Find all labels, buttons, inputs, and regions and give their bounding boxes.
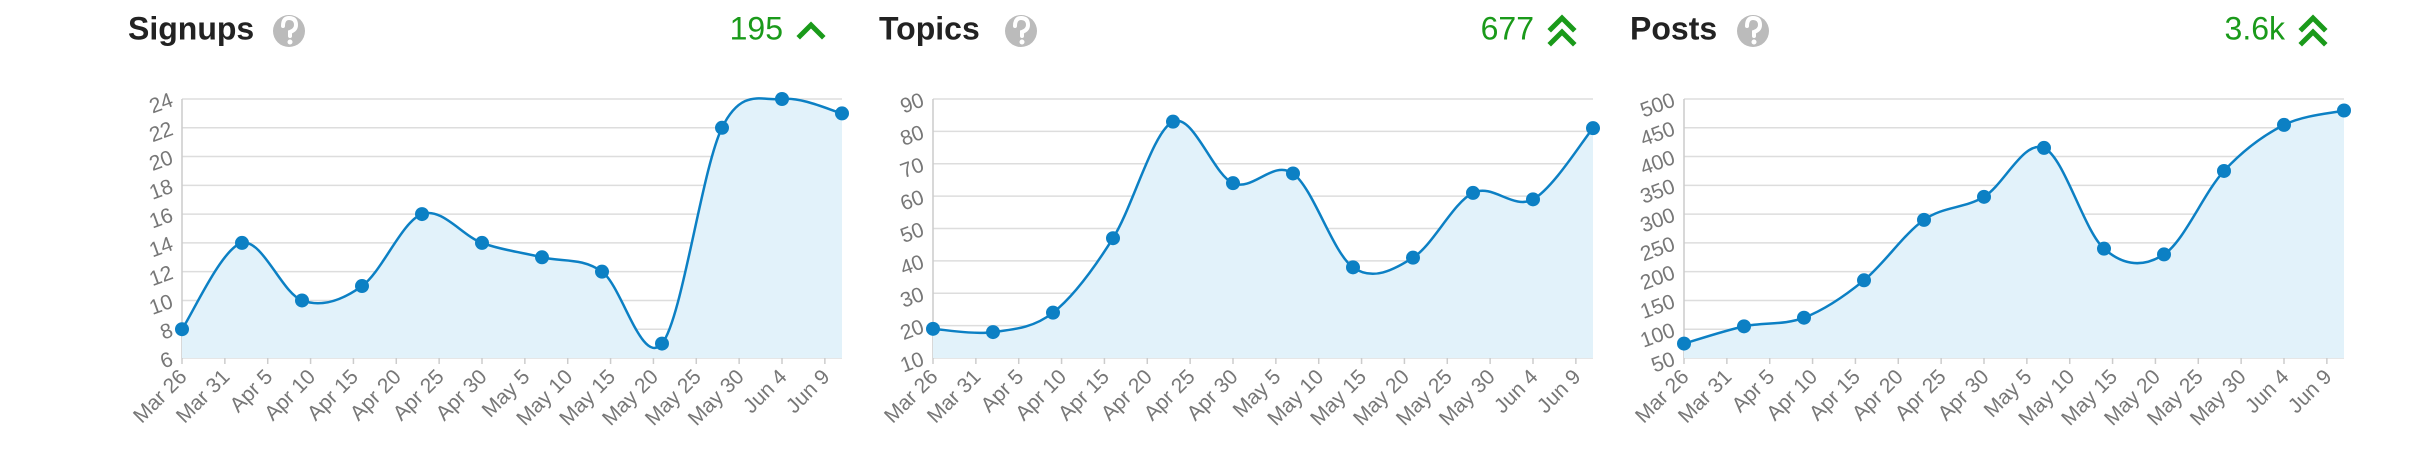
y-tick-label: 250 [1637,233,1678,267]
trend-icon [796,21,826,40]
point [535,250,549,265]
y-tick-label: 20 [146,146,176,176]
total-value: 195 [730,10,783,46]
x-tick-label: Jun 9 [2284,365,2337,418]
point [1677,336,1691,351]
chart-title: Posts [1630,10,1717,46]
point [1466,185,1480,200]
total-value: 3.6k [2225,10,2286,46]
trend-icon [1547,28,1577,47]
point [235,235,249,250]
y-tick-label: 70 [897,153,927,183]
x-tick-label: Jun 4 [739,365,792,418]
y-tick-label: 20 [897,315,927,345]
point [1406,250,1420,265]
area [1684,110,2344,358]
x-tick-label: Jun 9 [1533,365,1586,418]
point [415,207,429,222]
total-value: 677 [1481,10,1534,46]
help-dot [1751,39,1757,45]
point [1106,231,1120,246]
point [1797,310,1811,325]
point [1346,260,1360,275]
y-tick-label: 90 [897,89,927,119]
y-tick-label: 60 [897,186,927,216]
point [775,92,789,106]
y-tick-label: 18 [146,175,176,205]
help-mark [1745,15,1763,38]
point [295,293,309,308]
trend-icon [2298,14,2328,33]
area [933,120,1593,358]
y-tick-label: 16 [146,204,176,234]
point [595,264,609,279]
point [926,321,940,336]
y-tick-label: 500 [1637,89,1678,123]
point [835,106,849,121]
point [715,120,729,135]
y-tick-label: 40 [897,251,927,281]
y-tick-label: 400 [1637,146,1678,180]
point [1166,114,1180,129]
trend-icon [1547,14,1577,33]
point [2097,241,2111,256]
point [355,279,369,294]
help-dot [287,39,293,45]
posts-panel: Posts 3.6k50100150200250300350400450500Ma… [1630,10,2351,430]
chart-title: Topics [879,10,980,46]
y-tick-label: 150 [1637,290,1678,324]
y-tick-label: 350 [1637,175,1678,209]
y-tick-label: 12 [146,261,176,291]
point [1737,319,1751,334]
point [1286,166,1300,181]
y-tick-label: 8 [157,319,176,345]
point [1046,305,1060,320]
y-tick-label: 450 [1637,117,1678,151]
area [182,98,842,358]
point [1977,189,1991,204]
point [1857,273,1871,288]
y-tick-label: 100 [1637,319,1678,353]
y-tick-label: 80 [897,121,927,151]
point [2037,140,2051,155]
trend-icon [2298,28,2328,47]
point [2337,103,2351,118]
chart-title: Signups [128,10,254,46]
point [175,322,189,337]
point [1586,121,1600,136]
help-mark [1013,15,1031,38]
y-tick-label: 30 [897,283,927,313]
point [1526,192,1540,207]
y-tick-label: 300 [1637,204,1678,238]
point [655,336,669,351]
y-tick-label: 14 [146,232,176,262]
y-tick-label: 22 [146,117,176,147]
x-tick-label: Jun 4 [1490,365,1543,418]
y-tick-label: 10 [146,290,176,320]
x-tick-label: Jun 4 [2241,365,2294,418]
point [2277,117,2291,132]
help-mark [281,15,299,38]
y-tick-label: 24 [146,89,176,119]
point [1226,176,1240,191]
point [2157,247,2171,262]
point [986,325,1000,340]
point [2217,163,2231,178]
y-tick-label: 50 [897,218,927,248]
x-tick-label: Jun 9 [782,365,835,418]
help-dot [1019,39,1025,45]
point [1917,212,1931,227]
point [475,235,489,250]
y-tick-label: 200 [1637,261,1678,295]
